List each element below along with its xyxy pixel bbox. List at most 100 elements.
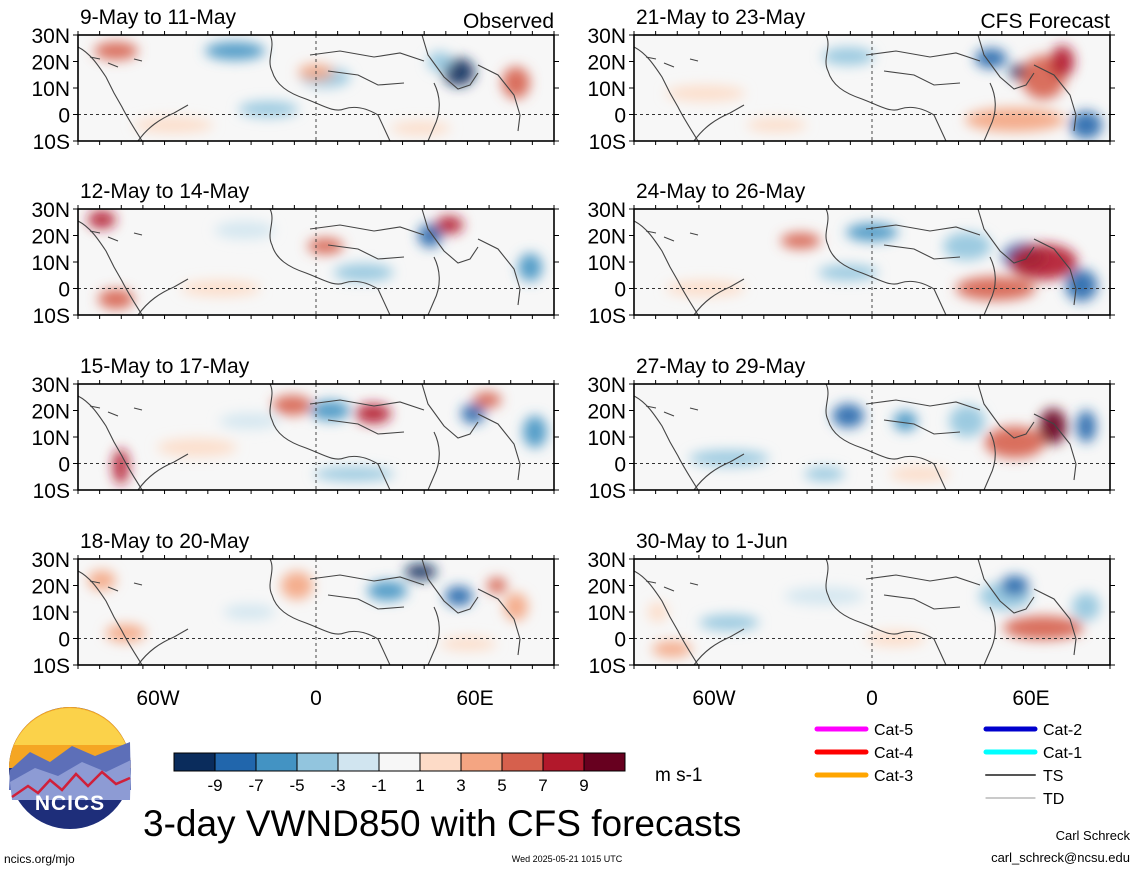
lon-label-0: 0: [866, 687, 878, 710]
colorbar-swatch: [214, 752, 257, 772]
colorbar-swatch: [255, 752, 298, 772]
footer-timestamp: Wed 2025-05-21 1015 UTC: [512, 854, 623, 864]
legend-label: TD: [1043, 791, 1064, 808]
colorbar-tick: 3: [456, 776, 465, 795]
lat-label: 0: [58, 279, 70, 302]
lat-label: 0: [58, 629, 70, 652]
panel-date-label: 27-May to 29-May: [636, 355, 806, 378]
lat-label: 30N: [587, 549, 626, 572]
lat-label: 10N: [587, 602, 626, 625]
map-panel: 30N 20N 10N 0 10S 9-May to 11-May Observed: [31, 6, 559, 154]
lat-label: 20N: [31, 226, 70, 249]
colorbar-tick: 5: [497, 776, 506, 795]
lat-label: 30N: [31, 549, 70, 572]
panel-date-label: 9-May to 11-May: [80, 6, 236, 29]
colorbar-tick: 7: [538, 776, 547, 795]
legend-label: Cat-1: [1043, 745, 1082, 762]
lat-label: 0: [58, 454, 70, 477]
lat-label: 10S: [33, 655, 70, 678]
lat-label: 0: [614, 105, 626, 128]
lat-label: 10S: [33, 480, 70, 503]
lat-label: 10N: [587, 252, 626, 275]
lat-label: 20N: [587, 401, 626, 424]
map-panel: 30N 20N 10N 0 10S 18-May to 20-May: [31, 530, 559, 678]
lat-label: 10N: [587, 78, 626, 101]
colorbar-tick: -5: [289, 776, 304, 795]
lat-label: 10S: [589, 131, 626, 154]
lat-label: 20N: [31, 401, 70, 424]
colorbar-swatch: [173, 752, 216, 772]
forecast-panels: 30N 20N 10N 0 10S 21-May to 23-May CFS Forecas…: [587, 6, 1115, 678]
lat-label: 0: [58, 105, 70, 128]
colorbar-tick: 1: [415, 776, 424, 795]
lat-label: 0: [614, 629, 626, 652]
lat-label: 10S: [589, 305, 626, 328]
lat-label: 20N: [587, 576, 626, 599]
panel-date-label: 15-May to 17-May: [80, 355, 250, 378]
lat-label: 10N: [31, 427, 70, 450]
footer-email: carl_schreck@ncsu.edu: [991, 850, 1130, 865]
panel-date-label: 21-May to 23-May: [636, 6, 806, 29]
storm-legend: Cat-5 Cat-4 Cat-3 Cat-2 Cat-1 TS TD: [814, 722, 1082, 808]
panel-date-label: 18-May to 20-May: [80, 530, 250, 553]
lat-label: 30N: [31, 199, 70, 222]
colorbar-swatch: [583, 752, 626, 772]
colorbar-swatch: [378, 752, 421, 772]
lat-label: 30N: [587, 25, 626, 48]
lat-label: 20N: [31, 52, 70, 75]
footer-url: ncics.org/mjo: [4, 852, 75, 866]
lat-label: 10N: [31, 78, 70, 101]
lat-label: 30N: [31, 25, 70, 48]
colorbar-swatch: [419, 752, 462, 772]
lat-label: 20N: [587, 52, 626, 75]
map-panel: 30N 20N 10N 0 10S 27-May to 29-May: [587, 355, 1115, 503]
lat-label: 10S: [33, 131, 70, 154]
colorbar-tick: 9: [579, 776, 588, 795]
colorbar-swatch: [542, 752, 585, 772]
panel-date-label: 12-May to 14-May: [80, 180, 250, 203]
lat-label: 20N: [587, 226, 626, 249]
lon-label-0: 0: [310, 687, 322, 710]
lat-label: 20N: [31, 576, 70, 599]
legend-label: TS: [1043, 768, 1063, 785]
panel-date-label: 24-May to 26-May: [636, 180, 806, 203]
lon-label-60w: 60W: [136, 687, 179, 710]
panel-date-label: 30-May to 1-Jun: [636, 530, 788, 553]
lon-label-60e: 60E: [456, 687, 493, 710]
colorbar-swatch: [337, 752, 380, 772]
logo-text: NCICS: [35, 792, 105, 815]
colorbar-tick: -9: [207, 776, 222, 795]
footer-author: Carl Schreck: [1056, 828, 1131, 843]
panel-source-tag: CFS Forecast: [980, 10, 1110, 33]
lat-label: 0: [614, 454, 626, 477]
colorbar-swatch: [501, 752, 544, 772]
lat-label: 10S: [33, 305, 70, 328]
legend-label: Cat-4: [874, 745, 913, 762]
colorbar-swatch: [296, 752, 339, 772]
panel-source-tag: Observed: [463, 10, 554, 33]
lat-label: 10S: [589, 480, 626, 503]
ncics-logo: NCICS: [9, 707, 131, 829]
figure-title: 3-day VWND850 with CFS forecasts: [143, 803, 741, 844]
lon-axis-left: 60W 0 60E: [136, 687, 493, 710]
map-panel: 30N 20N 10N 0 10S 21-May to 23-May CFS Forecas…: [587, 6, 1115, 154]
colorbar-tick: -1: [371, 776, 386, 795]
lat-label: 30N: [587, 199, 626, 222]
legend-label: Cat-2: [1043, 722, 1082, 739]
lon-axis-right: 60W 0 60E: [692, 687, 1049, 710]
map-panel: 30N 20N 10N 0 10S 24-May to 26-May: [587, 180, 1115, 328]
lat-label: 10N: [31, 602, 70, 625]
colorbar-units: m s-1: [655, 765, 703, 786]
map-panel: 30N 20N 10N 0 10S 30-May to 1-Jun: [587, 530, 1115, 678]
lon-label-60w: 60W: [692, 687, 735, 710]
legend-label: Cat-3: [874, 768, 913, 785]
legend-label: Cat-5: [874, 722, 913, 739]
colorbar: -9 -7 -5 -3 -1 1 3 5 7 9: [173, 752, 626, 795]
map-panel: 30N 20N 10N 0 10S 12-May to 14-May: [31, 180, 559, 328]
colorbar-tick: -7: [248, 776, 263, 795]
lat-label: 30N: [587, 374, 626, 397]
lon-label-60e: 60E: [1012, 687, 1049, 710]
lat-label: 0: [614, 279, 626, 302]
map-panel: 30N 20N 10N 0 10S 15-May to 17-May: [31, 355, 559, 503]
